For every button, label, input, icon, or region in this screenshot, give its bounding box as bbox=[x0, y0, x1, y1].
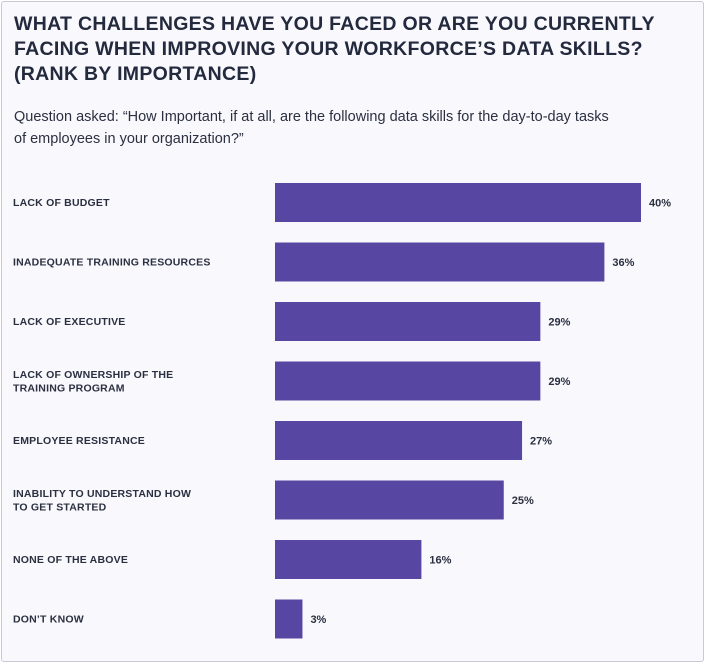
category-label: LACK OF EXECUTIVE bbox=[13, 316, 126, 328]
category-label: DON’T KNOW bbox=[13, 614, 84, 626]
bar bbox=[275, 599, 303, 639]
category-label: LACK OF BUDGET bbox=[13, 197, 110, 209]
value-label: 29% bbox=[548, 317, 570, 329]
bar bbox=[275, 361, 541, 401]
chart-title: WHAT CHALLENGES HAVE YOU FACED OR ARE YO… bbox=[14, 13, 655, 85]
value-label: 16% bbox=[429, 555, 451, 567]
value-label: 29% bbox=[548, 376, 570, 388]
value-label: 40% bbox=[649, 198, 671, 210]
category-label: EMPLOYEE RESISTANCE bbox=[13, 435, 145, 447]
value-label: 27% bbox=[530, 436, 552, 448]
bar bbox=[275, 183, 641, 222]
bar bbox=[275, 480, 504, 520]
category-label: NONE OF THE ABOVE bbox=[13, 554, 128, 566]
category-label: INABILITY TO UNDERSTAND HOW TO GET STARTE… bbox=[13, 488, 191, 514]
bar bbox=[275, 242, 605, 282]
bar bbox=[275, 421, 523, 460]
value-label: 3% bbox=[310, 614, 326, 626]
bar bbox=[275, 302, 541, 341]
value-label: 25% bbox=[512, 495, 534, 507]
category-label: LACK OF OWNERSHIP OF THE TRAINING PROGRAM bbox=[13, 369, 173, 395]
category-label: INADEQUATE TRAINING RESOURCES bbox=[13, 257, 211, 269]
chart-subtitle: Question asked: “How Important, if at al… bbox=[14, 109, 609, 147]
bar bbox=[275, 540, 422, 579]
value-label: 36% bbox=[612, 257, 634, 269]
